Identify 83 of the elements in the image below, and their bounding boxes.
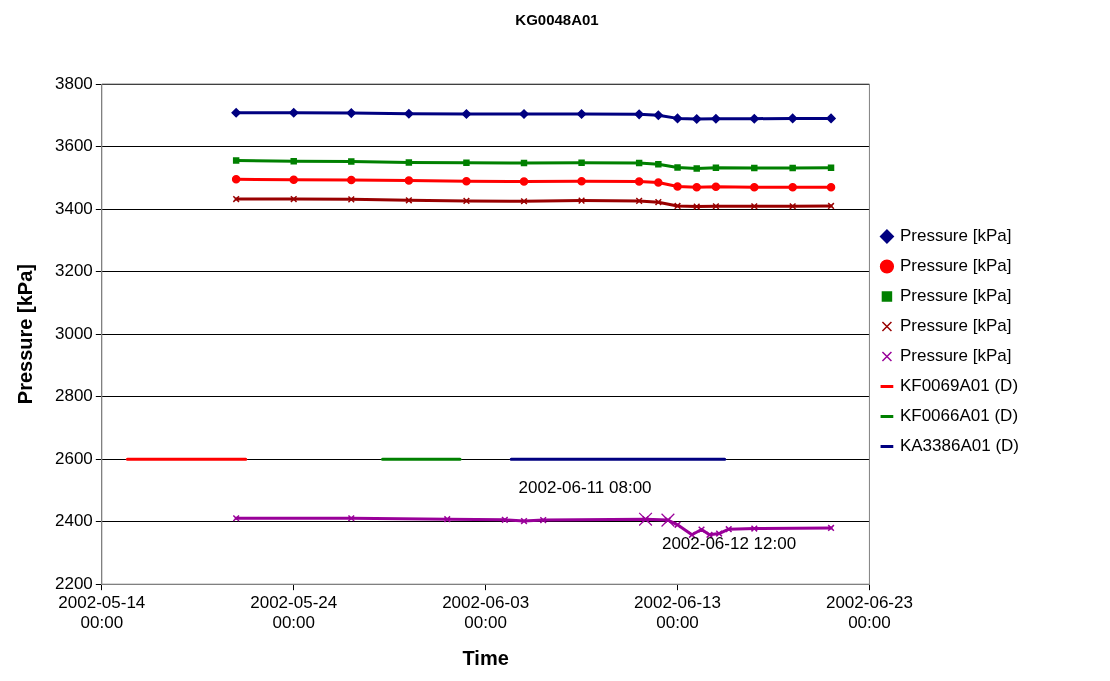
point bbox=[231, 108, 241, 118]
point bbox=[826, 182, 836, 192]
point bbox=[653, 110, 664, 121]
point bbox=[673, 202, 682, 210]
point bbox=[461, 109, 472, 119]
point bbox=[404, 176, 414, 185]
y-tick-label: 2400 bbox=[54, 511, 93, 531]
point bbox=[577, 176, 586, 186]
point bbox=[674, 164, 681, 171]
point bbox=[664, 516, 672, 524]
point bbox=[519, 177, 529, 186]
point bbox=[788, 182, 797, 192]
point bbox=[712, 164, 720, 172]
point bbox=[789, 164, 796, 172]
point bbox=[750, 202, 758, 210]
point bbox=[826, 113, 836, 124]
y-tick-label: 3200 bbox=[54, 261, 93, 281]
point bbox=[697, 525, 706, 534]
x-axis-title: Time bbox=[462, 646, 509, 669]
point bbox=[462, 176, 471, 186]
point bbox=[347, 514, 355, 522]
point bbox=[576, 109, 587, 119]
point bbox=[578, 159, 585, 167]
point bbox=[827, 202, 835, 210]
legend-label: Pressure [kPa] bbox=[899, 316, 1012, 336]
y-tick-label: 2800 bbox=[54, 386, 93, 406]
point bbox=[501, 516, 509, 524]
point bbox=[751, 164, 758, 172]
y-axis-title: Pressure [kPa] bbox=[13, 264, 36, 405]
point bbox=[827, 524, 835, 532]
legend-label: KF0069A01 (D) bbox=[899, 376, 1019, 396]
x-tick-label: 2002-05-24 00:00 bbox=[250, 593, 338, 633]
point bbox=[635, 159, 643, 167]
legend-label: Pressure [kPa] bbox=[899, 226, 1012, 246]
point bbox=[711, 113, 721, 124]
point bbox=[347, 175, 356, 185]
point bbox=[348, 158, 355, 165]
legend-label: Pressure [kPa] bbox=[899, 256, 1012, 276]
y-tick-label: 3600 bbox=[54, 136, 93, 156]
point bbox=[231, 175, 241, 184]
x-tick-label: 2002-05-14 00:00 bbox=[58, 593, 146, 633]
legend-label: KA3386A01 (D) bbox=[899, 436, 1020, 456]
point bbox=[660, 513, 675, 528]
point bbox=[827, 164, 835, 172]
point bbox=[288, 108, 299, 118]
point bbox=[654, 178, 663, 187]
point bbox=[232, 157, 240, 164]
legend-label: Pressure [kPa] bbox=[899, 286, 1012, 306]
point bbox=[692, 182, 701, 192]
point bbox=[578, 197, 586, 205]
y-tick-label: 3000 bbox=[54, 323, 93, 343]
y-tick-label: 2200 bbox=[54, 573, 93, 593]
y-tick-label: 3800 bbox=[54, 73, 93, 93]
x-tick-label: 2002-06-23 00:00 bbox=[825, 593, 913, 633]
point bbox=[750, 182, 759, 192]
x-tick-label: 2002-06-03 00:00 bbox=[442, 593, 530, 633]
point bbox=[634, 109, 644, 120]
y-tick-label: 2600 bbox=[54, 448, 93, 468]
point bbox=[289, 175, 298, 184]
point bbox=[711, 182, 721, 192]
point bbox=[520, 159, 528, 167]
point bbox=[749, 113, 760, 124]
chart-title: KG0048A01 bbox=[515, 11, 599, 29]
point bbox=[405, 159, 413, 166]
y-tick-label: 3400 bbox=[54, 198, 93, 218]
point bbox=[655, 161, 662, 168]
point bbox=[673, 182, 682, 191]
point bbox=[672, 113, 683, 124]
legend-label: Pressure [kPa] bbox=[899, 346, 1012, 366]
legend-label: KF0066A01 (D) bbox=[899, 406, 1019, 426]
point bbox=[693, 165, 700, 172]
point bbox=[404, 108, 414, 119]
annotation: 2002-06-11 08:00 bbox=[518, 478, 652, 498]
point bbox=[346, 108, 357, 118]
point bbox=[520, 517, 528, 525]
point bbox=[519, 109, 529, 119]
point bbox=[691, 114, 702, 124]
point bbox=[290, 157, 297, 165]
point bbox=[463, 159, 470, 167]
point bbox=[638, 512, 653, 527]
annotation: 2002-06-12 12:00 bbox=[661, 534, 797, 554]
point bbox=[634, 177, 644, 186]
x-tick-label: 2002-06-13 00:00 bbox=[634, 593, 722, 633]
